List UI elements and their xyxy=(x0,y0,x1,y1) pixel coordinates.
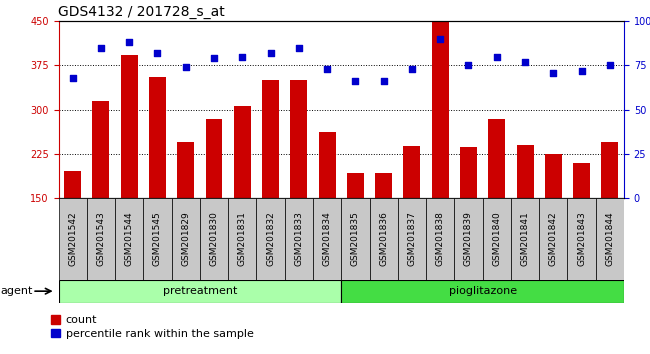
Text: GSM201835: GSM201835 xyxy=(351,211,360,267)
Point xyxy=(96,45,106,51)
Point xyxy=(463,63,474,68)
Point xyxy=(152,50,162,56)
Bar xyxy=(291,80,307,198)
Bar xyxy=(121,55,138,198)
Bar xyxy=(482,198,511,280)
Bar xyxy=(262,80,279,198)
Text: GSM201843: GSM201843 xyxy=(577,212,586,266)
Text: GSM201834: GSM201834 xyxy=(322,212,332,266)
Text: pioglitazone: pioglitazone xyxy=(448,286,517,296)
Bar xyxy=(58,198,87,280)
Point xyxy=(265,50,276,56)
Bar xyxy=(234,105,251,198)
Point xyxy=(435,36,445,42)
Bar xyxy=(573,163,590,198)
Bar xyxy=(172,198,200,280)
Bar xyxy=(596,198,624,280)
Text: agent: agent xyxy=(0,286,32,296)
Bar xyxy=(460,147,477,198)
Point xyxy=(350,79,361,84)
Bar xyxy=(318,132,335,198)
Bar xyxy=(375,173,392,198)
Point xyxy=(407,66,417,72)
Legend: count, percentile rank within the sample: count, percentile rank within the sample xyxy=(51,315,254,339)
Bar xyxy=(454,198,482,280)
Bar xyxy=(228,198,256,280)
Bar xyxy=(92,101,109,198)
Text: GSM201841: GSM201841 xyxy=(521,212,530,266)
Point xyxy=(68,75,78,81)
Bar xyxy=(87,198,115,280)
Point xyxy=(378,79,389,84)
Bar xyxy=(341,280,624,303)
Bar xyxy=(64,171,81,198)
Bar xyxy=(432,22,448,198)
Text: pretreatment: pretreatment xyxy=(162,286,237,296)
Bar xyxy=(341,198,369,280)
Text: GSM201832: GSM201832 xyxy=(266,212,275,266)
Bar xyxy=(313,198,341,280)
Bar xyxy=(540,198,567,280)
Point xyxy=(577,68,587,74)
Bar xyxy=(517,145,534,198)
Bar xyxy=(426,198,454,280)
Text: GSM201836: GSM201836 xyxy=(379,211,388,267)
Text: GSM201839: GSM201839 xyxy=(464,211,473,267)
Bar xyxy=(205,119,222,198)
Bar xyxy=(369,198,398,280)
Text: GSM201844: GSM201844 xyxy=(605,212,614,266)
Bar xyxy=(115,198,144,280)
Bar xyxy=(601,142,618,198)
Bar xyxy=(511,198,540,280)
Text: GSM201831: GSM201831 xyxy=(238,211,247,267)
Point xyxy=(322,66,332,72)
Bar xyxy=(58,280,341,303)
Text: GDS4132 / 201728_s_at: GDS4132 / 201728_s_at xyxy=(58,5,226,19)
Bar xyxy=(143,198,172,280)
Text: GSM201544: GSM201544 xyxy=(125,212,134,266)
Bar xyxy=(398,198,426,280)
Bar xyxy=(200,198,228,280)
Text: GSM201840: GSM201840 xyxy=(492,212,501,266)
Point xyxy=(237,54,248,59)
Text: GSM201545: GSM201545 xyxy=(153,212,162,266)
Point xyxy=(491,54,502,59)
Bar xyxy=(256,198,285,280)
Text: GSM201542: GSM201542 xyxy=(68,212,77,266)
Text: GSM201838: GSM201838 xyxy=(436,211,445,267)
Bar xyxy=(177,142,194,198)
Point xyxy=(124,40,135,45)
Bar xyxy=(285,198,313,280)
Point xyxy=(294,45,304,51)
Point xyxy=(209,56,219,61)
Bar xyxy=(488,119,505,198)
Bar xyxy=(567,198,595,280)
Text: GSM201833: GSM201833 xyxy=(294,211,304,267)
Point xyxy=(548,70,558,75)
Point xyxy=(181,64,191,70)
Point xyxy=(520,59,530,65)
Text: GSM201837: GSM201837 xyxy=(408,211,417,267)
Bar xyxy=(149,77,166,198)
Bar xyxy=(545,154,562,198)
Text: GSM201842: GSM201842 xyxy=(549,212,558,266)
Text: GSM201829: GSM201829 xyxy=(181,212,190,266)
Bar xyxy=(404,146,421,198)
Text: GSM201543: GSM201543 xyxy=(96,212,105,266)
Bar xyxy=(347,173,364,198)
Point xyxy=(604,63,615,68)
Text: GSM201830: GSM201830 xyxy=(209,211,218,267)
